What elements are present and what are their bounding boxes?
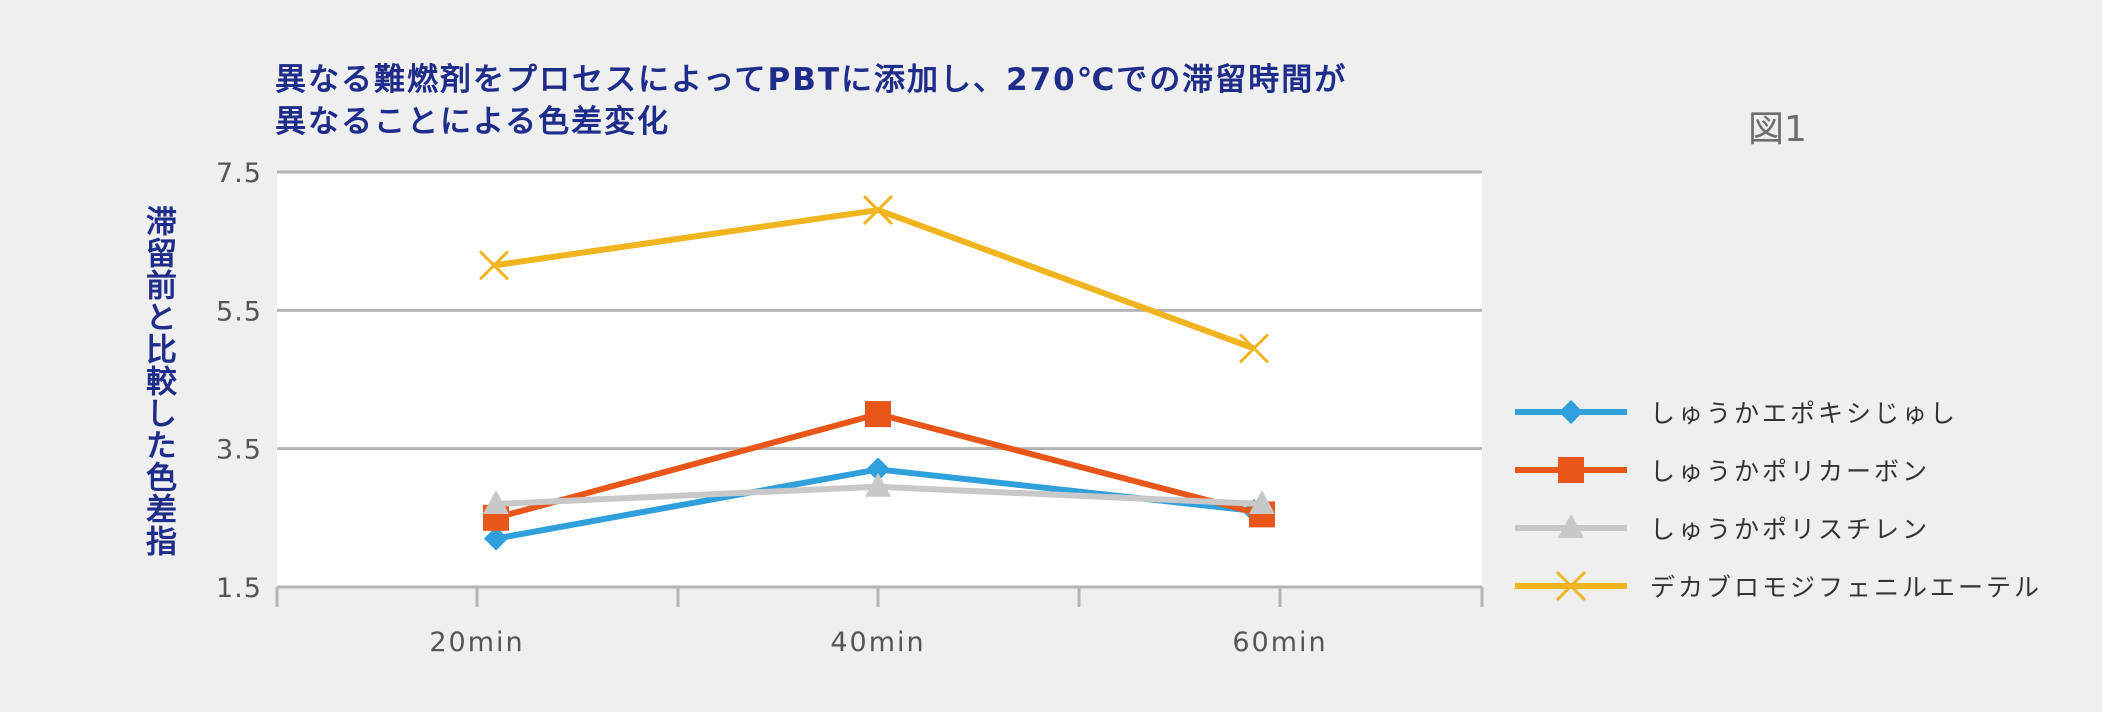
figure-label: 図1 [1748, 109, 1807, 150]
legend-swatch-marker [1558, 514, 1584, 538]
y-tick-label: 1.5 [216, 573, 262, 604]
legend-label-polystyrene: しゅうかポリスチレン [1650, 515, 1931, 544]
data-point [478, 250, 510, 281]
data-point [865, 401, 891, 428]
y-tick-label: 3.5 [216, 435, 262, 466]
data-point [866, 457, 890, 482]
plot-area [277, 172, 1482, 587]
y-tick-label: 5.5 [216, 296, 262, 327]
x-tick-label: 20min [429, 627, 524, 658]
legend-swatch-marker [1559, 400, 1583, 424]
data-point [865, 472, 891, 497]
legend-label-epoxy: しゅうかエポキシじゅし [1650, 399, 1959, 428]
data-point [1249, 490, 1275, 514]
data-point [862, 194, 894, 226]
legend-swatch-marker [1558, 457, 1584, 483]
legend-label-decabromo: デカブロモジフェニルエーテル [1650, 573, 2043, 602]
data-point [483, 490, 509, 514]
x-tick-label: 40min [830, 627, 925, 658]
chart-title-line-1: 異なる難燃剤をプロセスによってPBTに添加し、270℃での滞留時間が [275, 62, 1348, 98]
y-axis-label: 滞留前と比較した色差指 [140, 205, 176, 557]
legend-label-polycarbon: しゅうかポリカーボン [1650, 457, 1931, 486]
chart-title-line-2: 異なることによる色差変化 [275, 104, 671, 140]
legend-swatch-marker [1555, 570, 1587, 602]
x-tick-label: 60min [1232, 627, 1327, 658]
data-point [1238, 333, 1270, 364]
data-point [484, 526, 508, 551]
y-tick-label: 7.5 [216, 158, 262, 189]
